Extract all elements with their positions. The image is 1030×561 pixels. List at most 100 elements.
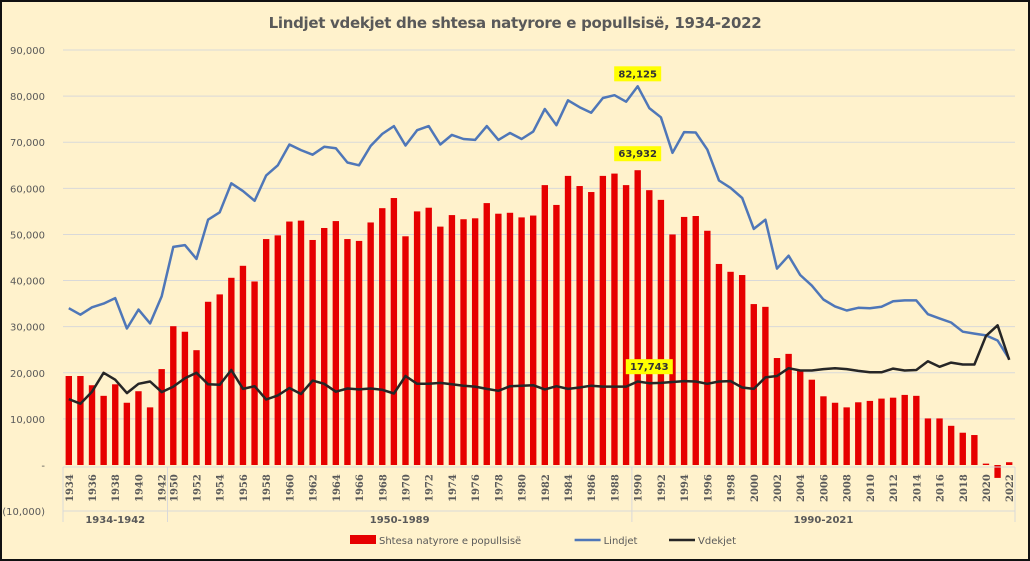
bar	[193, 350, 200, 465]
bar	[959, 432, 966, 465]
bar	[947, 425, 955, 465]
y-tick-label: 80,000	[10, 92, 45, 103]
x-group-label: 1990-2021	[794, 515, 854, 526]
bar	[866, 400, 874, 465]
bar	[901, 394, 908, 465]
legend-label: Lindjet	[604, 536, 638, 547]
bar	[344, 239, 351, 465]
bar	[170, 326, 177, 465]
bar	[495, 213, 502, 465]
bar	[855, 402, 862, 465]
bar	[239, 265, 247, 465]
bar	[680, 216, 688, 465]
data-label: 17,743	[630, 362, 669, 373]
x-tick-label: 1936	[88, 474, 99, 502]
bar	[65, 376, 72, 465]
bar	[820, 396, 827, 465]
bar	[448, 215, 456, 465]
bar	[158, 369, 165, 465]
x-tick-label: 1954	[216, 474, 227, 502]
x-axis: 1934 1936 1938 1940 1942 1934-1942 1950 1952 195…	[62, 466, 1016, 526]
bar	[274, 235, 281, 465]
y-tick-label: 40,000	[10, 277, 45, 288]
bar	[297, 220, 305, 465]
x-tick-label: 1940	[134, 474, 145, 502]
x-tick-label: 2010	[866, 474, 877, 502]
bar	[332, 221, 340, 465]
x-tick-label: 1966	[355, 474, 366, 502]
x-tick-label: 1986	[587, 474, 598, 502]
bar	[146, 407, 154, 465]
x-tick-label: 2004	[796, 474, 807, 502]
data-label-box	[614, 146, 662, 162]
bar	[530, 215, 537, 465]
bar	[704, 230, 711, 465]
legend-swatch-bar	[350, 535, 376, 544]
bars	[65, 170, 1013, 478]
x-tick-label: 1952	[193, 474, 204, 502]
bar	[669, 234, 676, 465]
data-label-box	[625, 359, 673, 375]
bar	[379, 208, 386, 465]
line-series-lindjet	[68, 85, 1011, 360]
bar	[611, 173, 618, 466]
x-tick-label: 2018	[959, 474, 970, 502]
bar	[425, 207, 432, 465]
lines	[68, 85, 1011, 405]
data-label-box	[614, 66, 662, 82]
x-tick-label: 1956	[239, 474, 250, 502]
bar	[715, 263, 723, 465]
y-tick-label: 30,000	[10, 323, 45, 334]
x-tick-label: 2022	[1005, 474, 1016, 502]
x-tick-label: 1994	[680, 474, 691, 502]
x-tick-label: 1974	[448, 474, 459, 502]
annotations: 82,125 63,932 17,743	[614, 66, 673, 375]
x-tick-label: 2016	[936, 474, 947, 502]
x-tick-label: 1982	[541, 474, 552, 502]
legend: Shtesa natyrore e popullsisë Lindjet Vdekj…	[350, 535, 736, 547]
bar	[135, 391, 142, 465]
bar	[808, 379, 816, 465]
bar	[785, 353, 792, 465]
bar	[286, 221, 293, 465]
x-tick-label: 2002	[773, 474, 784, 502]
bar	[112, 384, 119, 465]
x-tick-label: 2014	[912, 474, 923, 502]
bar	[541, 185, 548, 465]
bar	[924, 418, 932, 465]
bar	[123, 402, 131, 465]
x-tick-label: 1998	[727, 474, 738, 502]
y-tick-label: 20,000	[10, 369, 45, 380]
x-tick-label: 1960	[285, 474, 296, 502]
bar	[762, 306, 769, 465]
legend-label: Shtesa natyrore e popullsisë	[379, 536, 521, 547]
bar	[994, 465, 1001, 478]
bar	[181, 331, 189, 465]
data-label: 63,932	[618, 149, 657, 160]
bar	[622, 185, 630, 465]
bar	[216, 294, 223, 465]
x-tick-label: 1968	[378, 474, 389, 502]
bar	[843, 407, 850, 465]
x-tick-label: 1992	[657, 474, 668, 502]
bar	[773, 358, 781, 465]
y-axis: (10,000) - 10,000 20,000 30,000 40,000 50,000 6…	[2, 46, 45, 518]
y-tick-label: 50,000	[10, 230, 45, 241]
bar	[100, 395, 107, 465]
bar	[831, 402, 839, 465]
bar	[460, 219, 467, 465]
bar	[913, 395, 920, 465]
x-tick-label: 1964	[332, 474, 343, 502]
bar	[750, 304, 757, 465]
bar	[471, 218, 479, 465]
bar	[402, 236, 409, 465]
x-group-label: 1950-1989	[370, 515, 430, 526]
bar	[634, 170, 641, 466]
x-tick-label: 1996	[703, 474, 714, 502]
bar	[576, 186, 583, 466]
bar	[553, 204, 560, 465]
x-tick-label: 1934	[65, 474, 76, 502]
bar	[657, 199, 665, 465]
x-tick-label: 1980	[518, 474, 529, 502]
